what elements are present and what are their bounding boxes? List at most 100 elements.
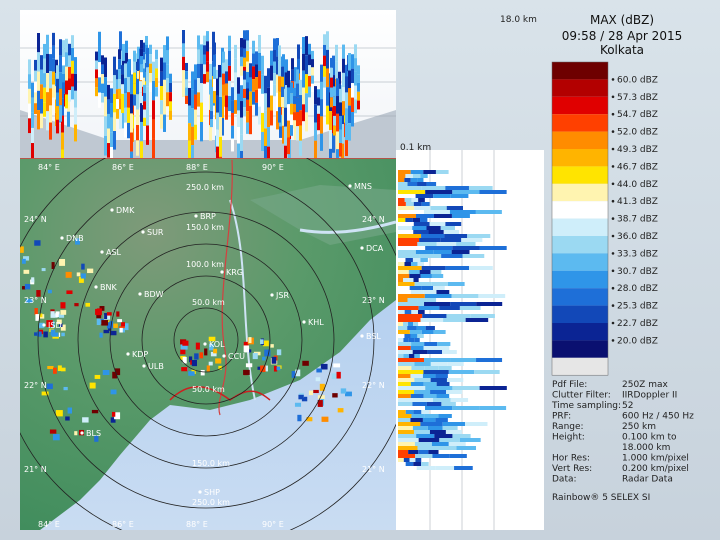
city-label: KOL [209, 340, 225, 349]
legend-label: 20.0 dBZ [617, 336, 658, 346]
station-name: Kolkata [600, 43, 644, 57]
lon-label-top: 84° E [38, 163, 60, 172]
legend-swatch [552, 218, 608, 236]
legend-swatch [552, 270, 608, 289]
legend-label: 57.3 dBZ [617, 93, 658, 103]
legend-swatch [552, 114, 608, 132]
city-dot [194, 214, 198, 218]
legend-swatch [552, 96, 608, 115]
legend-label: 54.7 dBZ [617, 110, 658, 120]
lon-label-bottom: 88° E [186, 520, 208, 529]
legend-swatch [552, 79, 608, 97]
side-echo-profile [398, 170, 507, 470]
meta-key: Range: [552, 422, 584, 432]
meta-key: Time sampling: [551, 401, 621, 411]
range-ring-label: 150.0 km [186, 223, 224, 232]
city-dot [80, 431, 84, 435]
datetime: 09:58 / 28 Apr 2015 [562, 29, 682, 43]
legend-tick [611, 304, 615, 307]
city-dot [220, 270, 224, 274]
lat-label-right: 21° N [362, 465, 385, 474]
city-label: BDW [144, 290, 164, 299]
side-section-panel [396, 150, 544, 530]
city-label: DCA [366, 244, 384, 253]
legend-label: 52.0 dBZ [617, 128, 658, 138]
range-rings: 250.0 km 150.0 km 100.0 km 50.0 km 50.0 km 15… [20, 158, 396, 530]
metadata-block: Pdf File: 250Z max Clutter Filter: IIRDoppl… [551, 380, 694, 485]
meta-key: PRF: [552, 412, 571, 422]
city-label: BSL [366, 332, 381, 341]
legend-swatch [552, 131, 608, 149]
city-dot [270, 293, 274, 297]
legend-frame [551, 61, 609, 376]
lat-label-left: 21° N [24, 465, 47, 474]
city-dot [142, 364, 146, 368]
lon-label-bottom: 90° E [262, 520, 284, 529]
legend-tick [611, 199, 615, 203]
lat-label-left: 22° N [24, 381, 47, 390]
legend-label: 41.3 dBZ [617, 197, 658, 207]
city-dot [222, 354, 226, 358]
legend-tick [611, 269, 615, 273]
lon-label-bottom: 86° E [112, 520, 134, 529]
city-label: JSR [275, 291, 289, 300]
city-dot [94, 285, 98, 289]
legend-tick [611, 321, 615, 325]
lat-label-left: 24° N [24, 215, 47, 224]
city-label: BNK [100, 283, 117, 292]
range-ring-label: 50.0 km [192, 298, 225, 307]
legend-label: 49.3 dBZ [617, 145, 658, 155]
legend-swatch [552, 288, 608, 306]
city-label: ASL [106, 248, 122, 257]
legend-tick [611, 95, 615, 99]
meta-key: Pdf File: [552, 380, 587, 390]
meta-key: Vert Res: [552, 464, 592, 474]
city-dot [360, 246, 364, 250]
range-ring-label: 50.0 km [192, 385, 225, 394]
lon-label-top: 88° E [186, 163, 208, 172]
legend-swatch [552, 149, 608, 167]
legend-swatch [552, 253, 608, 271]
legend-swatch [552, 340, 608, 358]
city-dot [60, 236, 64, 240]
top-height-label: 18.0 km [500, 15, 537, 25]
city-dot [348, 184, 352, 188]
legend-tick [611, 165, 615, 168]
city-label: BLS [86, 429, 101, 438]
city-label: DNB [66, 234, 84, 243]
meta-key: Data: [552, 475, 577, 485]
city-dot [126, 352, 130, 356]
meta-value: 18.000 km [622, 443, 670, 453]
range-ring [173, 307, 239, 373]
legend-tick [611, 234, 615, 238]
side-height-label: 0.1 km [400, 143, 431, 153]
legend-label: 28.0 dBZ [617, 284, 658, 294]
city-label: ISD [48, 321, 62, 330]
range-ring-label: 250.0 km [192, 498, 230, 507]
meta-value: IIRDoppler II [622, 391, 677, 401]
city-dot [141, 230, 145, 234]
top-section-panel [20, 10, 396, 184]
range-ring [109, 243, 303, 437]
legend-label: 30.7 dBZ [617, 267, 658, 277]
city-dot [198, 490, 202, 494]
range-ring-label: 100.0 km [186, 260, 224, 269]
legend-swatch [552, 201, 608, 219]
city-dot [138, 292, 142, 296]
graticule: 84° E 86° E 88° E 90° E 84° E 86° E 88° E 90° E… [24, 163, 385, 529]
meta-value: 1.000 km/pixel [622, 454, 689, 464]
legend-label: 46.7 dBZ [617, 162, 658, 172]
city-label: CCU [228, 352, 245, 361]
lat-label-left: 23° N [24, 296, 47, 305]
meta-value: Radar Data [622, 475, 673, 485]
legend-swatch [552, 183, 608, 202]
lon-label-top: 86° E [112, 163, 134, 172]
range-ring-label: 150.0 km [192, 459, 230, 468]
city-label: KDP [132, 350, 148, 359]
product-title: MAX (dBZ) [590, 13, 654, 27]
software-label: Rainbow® 5 SELEX SI [552, 493, 650, 503]
city-dot [302, 320, 306, 324]
range-ring [77, 211, 335, 469]
top-echo-profile [28, 30, 360, 184]
